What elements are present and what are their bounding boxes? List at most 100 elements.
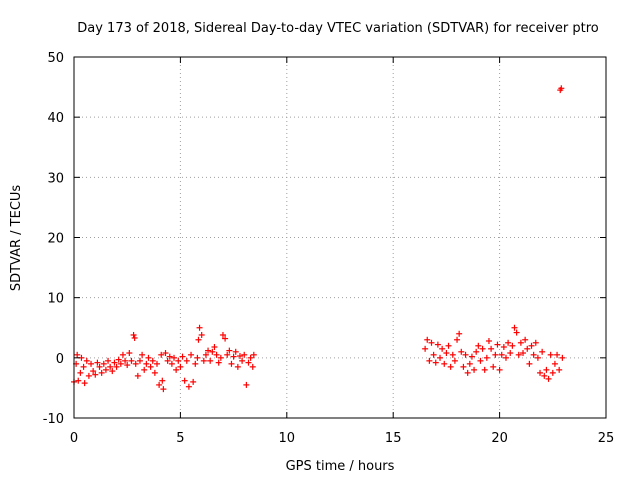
data-point	[545, 375, 552, 382]
data-point	[175, 357, 182, 364]
data-point	[454, 336, 461, 343]
data-point	[236, 353, 243, 360]
data-point	[488, 345, 495, 352]
data-point	[166, 353, 173, 360]
data-point	[113, 363, 120, 370]
data-point	[213, 351, 220, 358]
data-point	[162, 350, 169, 357]
data-point	[85, 372, 92, 379]
data-point	[183, 357, 190, 364]
data-point	[222, 335, 229, 342]
x-tick-label: 25	[598, 431, 615, 446]
data-point	[498, 351, 505, 358]
data-point	[507, 350, 514, 357]
data-point	[158, 351, 165, 358]
y-tick-label: 20	[47, 232, 64, 247]
data-point	[207, 357, 214, 364]
data-point	[109, 368, 116, 375]
data-point	[149, 357, 156, 364]
x-tick-label: 0	[70, 431, 78, 446]
data-point	[534, 354, 541, 361]
data-point	[481, 366, 488, 373]
data-point	[500, 344, 507, 351]
x-axis-label: GPS time / hours	[286, 459, 395, 474]
grid-lines	[74, 57, 606, 418]
data-point	[513, 329, 520, 336]
data-point	[141, 366, 148, 373]
data-point	[475, 342, 482, 349]
data-point	[458, 348, 465, 355]
data-point	[194, 354, 201, 361]
data-point	[537, 369, 544, 376]
data-point	[250, 351, 257, 358]
data-point	[209, 348, 216, 355]
data-point	[188, 351, 195, 358]
data-point	[202, 351, 209, 358]
data-point	[92, 371, 99, 378]
data-point	[224, 351, 231, 358]
data-point	[94, 359, 101, 366]
y-tick-label: 40	[47, 111, 64, 126]
data-point	[524, 345, 531, 352]
data-point	[243, 381, 250, 388]
data-point	[462, 351, 469, 358]
data-point	[426, 357, 433, 364]
data-point	[539, 348, 546, 355]
y-tick-label: 50	[47, 51, 64, 66]
data-point	[156, 381, 163, 388]
data-point	[528, 342, 535, 349]
data-point	[543, 366, 550, 373]
data-point	[107, 363, 114, 370]
data-point	[468, 353, 475, 360]
data-point	[122, 357, 129, 364]
data-point	[456, 330, 463, 337]
y-tick-label: 30	[47, 171, 64, 186]
y-tick-label: 10	[47, 292, 64, 307]
data-point	[502, 354, 509, 361]
data-point	[147, 363, 154, 370]
data-point	[90, 368, 97, 375]
data-point	[115, 356, 122, 363]
data-point	[153, 360, 160, 367]
data-point	[105, 357, 112, 364]
data-point	[451, 357, 458, 364]
data-point	[173, 366, 180, 373]
data-point	[190, 378, 197, 385]
data-point	[102, 366, 109, 373]
data-point	[117, 360, 124, 367]
x-tick-label: 5	[176, 431, 184, 446]
data-point	[483, 354, 490, 361]
data-point	[232, 348, 239, 355]
data-point	[509, 342, 516, 349]
data-point	[151, 369, 158, 376]
data-points	[71, 85, 566, 393]
data-point	[432, 359, 439, 366]
y-axis-label: SDTVAR / TECUs	[9, 185, 24, 292]
data-point	[217, 354, 224, 361]
data-point	[464, 369, 471, 376]
data-point	[422, 345, 429, 352]
data-point	[139, 351, 146, 358]
data-point	[517, 339, 524, 346]
data-point	[471, 366, 478, 373]
data-point	[511, 324, 518, 331]
data-point	[520, 350, 527, 357]
data-point	[430, 351, 437, 358]
data-point	[126, 350, 133, 357]
data-point	[75, 377, 82, 384]
data-point	[124, 362, 131, 369]
data-point	[96, 363, 103, 370]
data-point	[196, 324, 203, 331]
data-point	[80, 363, 87, 370]
data-point	[437, 354, 444, 361]
data-point	[541, 372, 548, 379]
data-point	[549, 369, 556, 376]
data-point	[143, 360, 150, 367]
data-point	[171, 354, 178, 361]
data-point	[439, 345, 446, 352]
data-point	[195, 336, 202, 343]
y-tick-label: 0	[56, 352, 64, 367]
y-tick-label: -10	[43, 412, 64, 427]
x-tick-label: 20	[491, 431, 508, 446]
